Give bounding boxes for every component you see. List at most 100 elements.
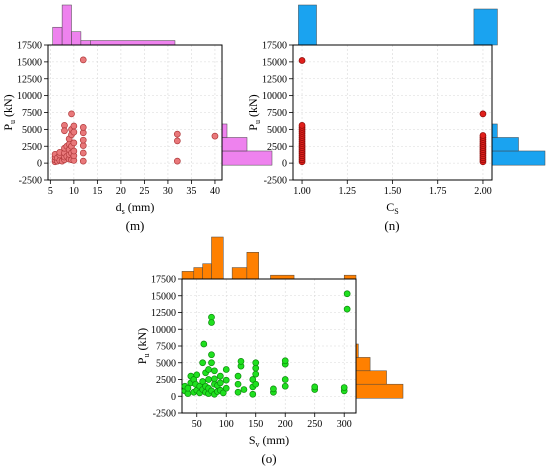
- y-axis-label-unit: (kN): [1, 94, 15, 120]
- histogram-right-bar: [221, 137, 248, 152]
- histogram-top-bar: [211, 236, 224, 280]
- data-point: [79, 149, 87, 157]
- y-axis-label-unit: (kN): [135, 328, 149, 354]
- y-tick-label: 15000: [151, 291, 176, 302]
- x-axis-label: ds (mm): [116, 200, 155, 216]
- data-point: [79, 136, 87, 144]
- data-point: [249, 390, 257, 398]
- histogram-top-bar: [61, 4, 72, 46]
- histogram-right-bar: [355, 357, 371, 372]
- y-axis-label: Pu (kN): [246, 94, 262, 130]
- data-point: [211, 367, 218, 375]
- x-tick-label: 1.50: [384, 186, 402, 197]
- y-tick-label: 12500: [17, 74, 42, 85]
- data-point: [70, 147, 78, 155]
- data-point: [211, 375, 218, 383]
- data-point: [79, 157, 87, 165]
- histogram-top-bar: [343, 274, 357, 280]
- data-point: [252, 380, 260, 388]
- data-point: [479, 110, 487, 118]
- x-tick-label: 40: [210, 186, 220, 197]
- data-point: [234, 372, 242, 380]
- panel-label: (m): [126, 218, 145, 233]
- data-point: [193, 371, 201, 379]
- data-point: [343, 290, 351, 298]
- data-point: [222, 384, 230, 392]
- data-point: [61, 127, 68, 135]
- y-tick-label: 2500: [22, 142, 42, 153]
- data-point: [252, 370, 260, 378]
- histogram-top-bar: [231, 267, 248, 280]
- x-tick-label: 35: [186, 186, 196, 197]
- y-tick-label: 17500: [262, 41, 287, 52]
- histogram-right-bar: [491, 150, 546, 166]
- x-tick-label: 10: [69, 186, 79, 197]
- data-point: [211, 132, 219, 140]
- y-tick-label: -2500: [264, 176, 287, 187]
- y-tick-label: -2500: [153, 409, 176, 420]
- data-point: [219, 389, 227, 397]
- y-tick-label: 10000: [262, 91, 287, 102]
- histogram-right-bar: [491, 137, 519, 152]
- histogram-right-bar: [221, 123, 228, 138]
- y-tick-label: 15000: [17, 57, 42, 68]
- x-tick-label: 30: [163, 186, 173, 197]
- histogram-top-bar: [181, 271, 195, 280]
- x-tick-label: 200: [278, 419, 293, 430]
- y-tick-label: 7500: [267, 108, 287, 119]
- data-point: [205, 376, 212, 383]
- x-tick-label: 1.75: [429, 186, 447, 197]
- panel-o: 50 100 150 200 250 300 -2500 0 2500 5000 7500 10000…: [135, 236, 404, 466]
- data-point: [237, 358, 245, 365]
- data-point: [173, 130, 181, 138]
- y-axis-label-subscript: u: [8, 120, 17, 124]
- x-tick-label: 25: [139, 186, 149, 197]
- histogram-top-bar: [246, 252, 259, 280]
- x-axis-label-main: C: [386, 200, 394, 214]
- y-tick-label: 0: [282, 159, 287, 170]
- data-point: [79, 123, 87, 131]
- data-point: [311, 383, 319, 391]
- x-tick-label: 15: [92, 186, 102, 197]
- y-tick-label: 17500: [17, 41, 42, 52]
- data-point: [234, 380, 242, 388]
- x-axis-label: Sv (mm): [249, 433, 289, 449]
- data-point: [70, 139, 78, 147]
- histogram-right-bar: [491, 123, 498, 138]
- y-tick-label: 5000: [267, 125, 287, 136]
- data-point: [298, 57, 306, 64]
- data-point: [70, 122, 78, 130]
- x-tick-label: 2.00: [474, 186, 492, 197]
- data-point: [208, 319, 215, 326]
- y-tick-label: -2500: [19, 176, 42, 187]
- x-axis-label-main: S: [249, 433, 256, 447]
- histogram-top-bar: [473, 8, 498, 46]
- data-point: [79, 56, 87, 64]
- x-axis-label-subscript: v: [256, 440, 260, 449]
- data-point: [340, 384, 348, 391]
- data-point: [70, 128, 78, 136]
- histogram-top-bar: [80, 40, 91, 46]
- y-tick-label: 5000: [156, 358, 176, 369]
- panel-n: 1.00 1.25 1.50 1.75 2.00 -2500 0 2500 5000 7500 10…: [246, 4, 546, 233]
- x-tick-label: 300: [337, 419, 352, 430]
- data-point: [281, 376, 289, 383]
- histogram-right-bar: [355, 370, 387, 385]
- y-axis-label-main: P: [246, 124, 260, 131]
- data-point: [298, 121, 306, 129]
- x-tick-label: 150: [248, 419, 263, 430]
- histogram-right-bar: [355, 383, 404, 399]
- y-axis-label-main: P: [135, 357, 149, 364]
- data-point: [208, 351, 215, 359]
- data-point: [281, 357, 289, 365]
- y-tick-label: 5000: [22, 125, 42, 136]
- data-point: [200, 340, 208, 348]
- data-point: [281, 382, 289, 390]
- y-axis-label: Pu (kN): [1, 94, 17, 130]
- histogram-top-bar: [71, 31, 82, 46]
- x-tick-label: 250: [307, 419, 322, 430]
- y-tick-label: 10000: [151, 325, 176, 336]
- panel-label: (o): [261, 451, 276, 466]
- x-axis-label-subscript: S: [394, 207, 398, 216]
